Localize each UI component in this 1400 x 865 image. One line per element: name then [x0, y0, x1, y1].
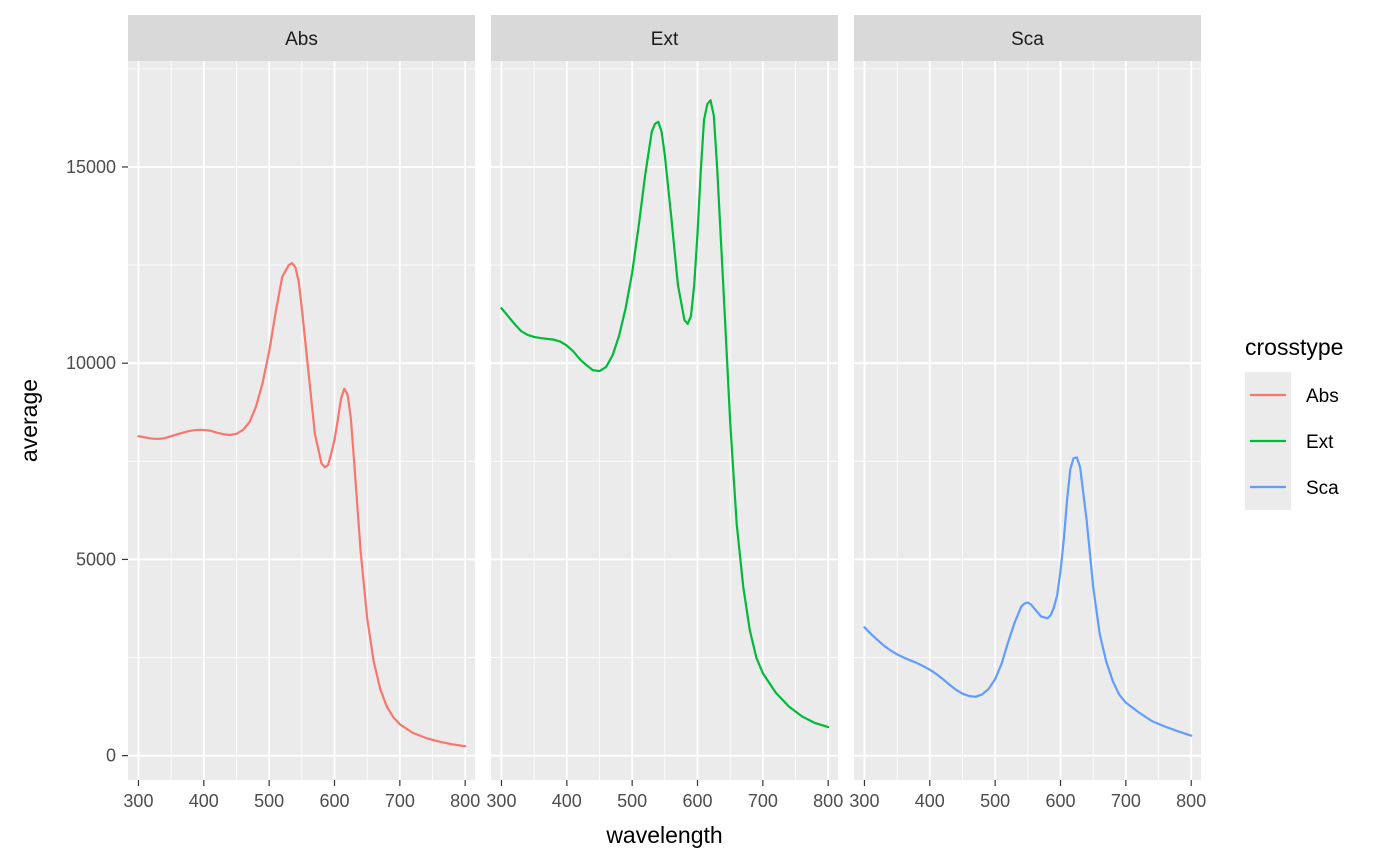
- series-line-abs: [137, 262, 467, 748]
- x-tick-label: 700: [748, 791, 778, 811]
- x-tick-label: 600: [682, 791, 712, 811]
- series-line-ext: [500, 99, 830, 729]
- facet-strip-label: Abs: [285, 29, 318, 50]
- series-line-sca: [863, 456, 1193, 737]
- legend-title: crosstype: [1245, 334, 1343, 360]
- y-tick-label: 10000: [66, 353, 116, 373]
- facet-strip-label: Sca: [1011, 29, 1044, 50]
- x-tick-label: 300: [486, 791, 516, 811]
- y-axis-title: average: [16, 379, 42, 462]
- facet-strip: [128, 15, 475, 61]
- facet-strip: [491, 15, 838, 61]
- x-tick-label: 500: [617, 791, 647, 811]
- x-tick-label: 300: [849, 791, 879, 811]
- y-tick-label: 5000: [76, 549, 116, 569]
- x-tick-label: 600: [1045, 791, 1075, 811]
- legend-label: Sca: [1306, 478, 1339, 499]
- x-tick-label: 400: [552, 791, 582, 811]
- x-tick-label: 500: [254, 791, 284, 811]
- facet-strip-label: Ext: [651, 29, 679, 50]
- x-tick-label: 800: [1176, 791, 1206, 811]
- facet-strip: [854, 15, 1201, 61]
- y-tick-label: 0: [106, 746, 116, 766]
- y-tick-label: 15000: [66, 157, 116, 177]
- x-tick-label: 700: [385, 791, 415, 811]
- legend-label: Ext: [1306, 432, 1334, 453]
- x-tick-label: 800: [813, 791, 843, 811]
- x-axis-title: wavelength: [605, 822, 722, 848]
- x-tick-label: 400: [189, 791, 219, 811]
- x-tick-label: 300: [123, 791, 153, 811]
- x-tick-label: 400: [915, 791, 945, 811]
- x-tick-label: 500: [980, 791, 1010, 811]
- x-tick-label: 800: [450, 791, 480, 811]
- legend-label: Abs: [1306, 386, 1339, 407]
- x-tick-label: 700: [1111, 791, 1141, 811]
- x-tick-label: 600: [319, 791, 349, 811]
